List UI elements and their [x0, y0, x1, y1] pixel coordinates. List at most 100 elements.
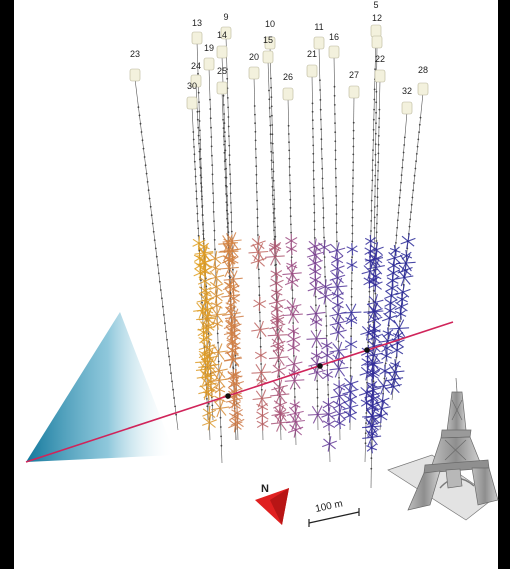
cherenkov-cone: [26, 312, 175, 462]
string-label: 20: [249, 52, 259, 62]
optical-module: [334, 131, 337, 134]
optical-module: [270, 142, 272, 144]
string-buoy-icon: [203, 57, 215, 71]
hit-marker: [370, 270, 382, 283]
optical-module: [274, 226, 276, 229]
optical-module: [155, 255, 158, 258]
optical-module: [223, 151, 226, 154]
hit-marker: [331, 252, 344, 267]
hit-marker: [207, 268, 225, 286]
optical-module: [199, 166, 202, 169]
optical-module: [228, 144, 231, 147]
optical-module: [223, 131, 226, 134]
optical-module: [271, 124, 274, 126]
optical-module: [199, 138, 202, 141]
optical-module: [270, 168, 273, 171]
optical-module: [411, 196, 414, 199]
hit-marker: [397, 262, 413, 279]
optical-module: [375, 101, 378, 104]
hit-marker: [201, 318, 216, 334]
optical-module: [257, 268, 260, 271]
optical-module: [311, 119, 314, 122]
hit-marker: [364, 417, 381, 433]
optical-module: [201, 214, 204, 216]
optical-module: [230, 230, 233, 233]
optical-module: [320, 148, 323, 150]
optical-module: [371, 159, 374, 162]
optical-module: [269, 115, 271, 118]
string-label: 5: [373, 0, 378, 10]
optical-module: [270, 86, 272, 89]
hit-marker: [271, 405, 290, 423]
optical-module: [268, 89, 270, 92]
optical-module: [349, 359, 352, 361]
optical-module: [397, 211, 400, 214]
optical-module: [226, 204, 229, 206]
hit-marker: [368, 277, 383, 293]
optical-module: [273, 229, 275, 232]
optical-module: [196, 220, 199, 222]
optical-module: [321, 177, 324, 180]
hit-marker: [208, 279, 224, 295]
optical-module: [226, 195, 229, 197]
optical-module: [375, 111, 377, 114]
optical-module: [371, 179, 374, 182]
optical-module: [260, 363, 262, 365]
optical-module: [198, 120, 201, 122]
optical-module: [378, 126, 380, 128]
string-label: 13: [192, 18, 202, 28]
optical-module: [377, 161, 380, 164]
optical-module: [377, 135, 380, 137]
optical-module: [270, 77, 272, 80]
hit-marker: [330, 387, 349, 405]
hit-marker: [321, 339, 333, 352]
optical-module: [196, 212, 199, 215]
optical-module: [273, 207, 276, 210]
optical-module: [258, 285, 261, 288]
optical-module: [321, 157, 323, 160]
optical-module: [313, 203, 316, 206]
optical-module: [195, 197, 198, 200]
hit-marker: [342, 383, 359, 400]
optical-module: [259, 337, 262, 340]
optical-module: [173, 397, 176, 399]
optical-module: [146, 181, 149, 183]
optical-module: [351, 232, 354, 235]
optical-module: [167, 347, 169, 350]
optical-module: [254, 122, 256, 125]
optical-module: [373, 206, 376, 208]
hit-marker: [381, 310, 398, 327]
optical-module: [197, 227, 200, 230]
hit-marker: [374, 409, 388, 424]
optical-module: [211, 173, 214, 176]
optical-module: [255, 156, 257, 159]
optical-module: [377, 170, 379, 172]
optical-module: [350, 295, 353, 298]
optical-module: [171, 380, 173, 383]
hit-marker: [309, 315, 323, 329]
optical-module: [270, 105, 273, 108]
optical-module: [375, 122, 377, 125]
hit-marker: [309, 273, 322, 287]
optical-module: [200, 198, 203, 201]
optical-module: [288, 141, 290, 144]
optical-module: [258, 311, 261, 314]
optical-module: [230, 221, 233, 223]
optical-module: [350, 327, 353, 330]
optical-module: [372, 139, 375, 141]
optical-module: [370, 220, 373, 222]
hit-marker: [367, 329, 382, 346]
optical-module: [168, 355, 170, 358]
optical-module: [315, 346, 318, 349]
optical-module: [201, 301, 203, 304]
optical-module: [352, 137, 355, 140]
hits-layer: [192, 232, 416, 454]
optical-module: [226, 226, 229, 228]
hit-marker: [265, 247, 285, 266]
optical-module: [375, 240, 378, 242]
optical-module: [212, 211, 215, 213]
optical-module: [401, 166, 404, 169]
optical-module: [220, 435, 223, 438]
optical-module: [154, 247, 157, 250]
optical-module: [334, 158, 337, 161]
